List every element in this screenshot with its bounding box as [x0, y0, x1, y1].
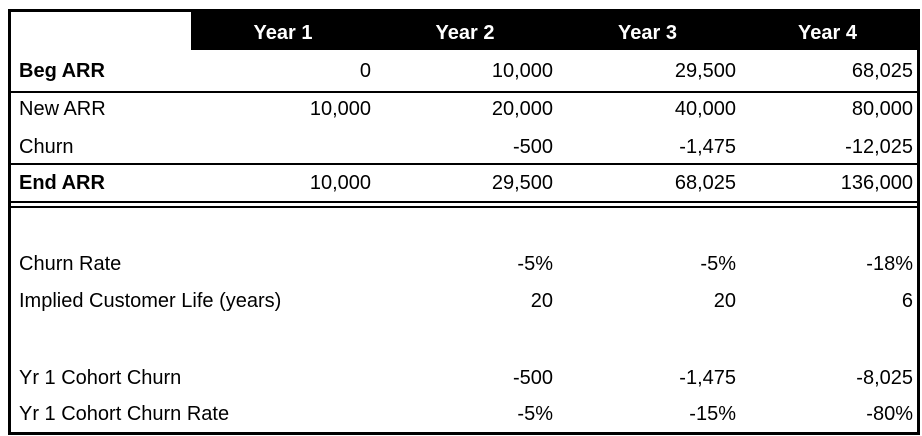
- row-label: Yr 1 Cohort Churn Rate: [19, 403, 230, 425]
- value-cell: 10,000: [309, 98, 371, 120]
- value-cell: 0: [359, 60, 371, 82]
- value-cell: 29,500: [491, 172, 553, 194]
- value-cell: -1,475: [679, 367, 736, 389]
- value-cell: 6: [901, 290, 913, 312]
- row-label: End ARR: [19, 172, 105, 194]
- value-cell: 136,000: [840, 172, 913, 194]
- column-header: Year 2: [435, 22, 495, 44]
- row-rule: [11, 163, 917, 165]
- row-label: Churn Rate: [19, 253, 122, 275]
- value-cell: -500: [512, 136, 553, 158]
- value-cell: 20: [530, 290, 553, 312]
- value-cell: -8,025: [856, 367, 913, 389]
- value-cell: 68,025: [674, 172, 736, 194]
- column-header: Year 3: [618, 22, 677, 44]
- row-label: New ARR: [19, 98, 106, 120]
- value-cell: 20: [713, 290, 736, 312]
- row-label: Yr 1 Cohort Churn: [19, 367, 182, 389]
- header-band: [191, 12, 917, 50]
- value-cell: -18%: [866, 253, 913, 275]
- column-header: Year 4: [798, 22, 857, 44]
- value-cell: -5%: [700, 253, 736, 275]
- value-cell: 20,000: [491, 98, 553, 120]
- row-label: Beg ARR: [19, 60, 105, 82]
- row-rule: [11, 206, 917, 208]
- value-cell: 10,000: [491, 60, 553, 82]
- value-cell: -500: [512, 367, 553, 389]
- value-cell: 40,000: [674, 98, 736, 120]
- value-cell: 29,500: [674, 60, 736, 82]
- row-label: Churn: [19, 136, 74, 158]
- value-cell: -1,475: [679, 136, 736, 158]
- value-cell: -5%: [517, 253, 553, 275]
- row-label: Implied Customer Life (years): [19, 290, 282, 312]
- value-cell: 10,000: [309, 172, 371, 194]
- column-header: Year 1: [253, 22, 313, 44]
- value-cell: -12,025: [845, 136, 913, 158]
- value-cell: -80%: [866, 403, 913, 425]
- value-cell: 80,000: [851, 98, 913, 120]
- row-rule: [11, 201, 917, 203]
- value-cell: 68,025: [851, 60, 913, 82]
- spreadsheet-table: Year 1 Year 2 Year 3 Year 4 Beg ARR 0 10,000 29…: [8, 9, 920, 435]
- value-cell: -15%: [689, 403, 736, 425]
- row-rule: [11, 91, 917, 93]
- value-cell: -5%: [517, 403, 553, 425]
